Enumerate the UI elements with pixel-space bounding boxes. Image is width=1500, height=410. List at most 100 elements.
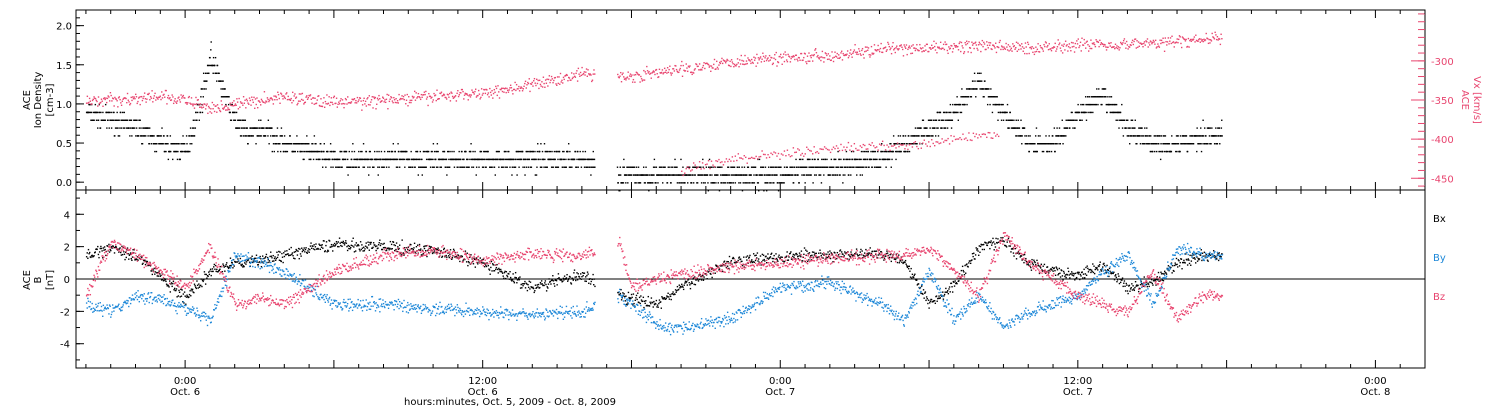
point-vx-1394	[1145, 40, 1147, 42]
point-density-2078	[932, 127, 935, 129]
point-density-2598	[1138, 135, 1141, 137]
point-density-1373	[652, 166, 655, 168]
velocity-tick-label-0: -300	[1431, 57, 1454, 68]
point-density-1250	[581, 158, 584, 161]
point-density-762	[388, 166, 390, 168]
point-vx-340	[338, 103, 341, 105]
point-density-1461	[687, 166, 690, 168]
point-density-2217	[987, 96, 990, 98]
point-vx-530	[480, 96, 482, 99]
point-vx-1086	[916, 44, 918, 46]
point-vx_secondary-71	[786, 149, 789, 151]
point-vx_secondary-144	[895, 147, 897, 149]
point-vx_secondary-149	[902, 143, 905, 146]
point-vx-925	[796, 58, 798, 60]
point-vx-606	[536, 82, 539, 85]
point-bx-94	[144, 259, 146, 261]
point-density-1698	[781, 174, 784, 176]
point-vx-290	[301, 92, 304, 95]
point-density-1657	[765, 174, 767, 176]
point-bx-352	[304, 251, 306, 253]
point-bx-174	[193, 283, 196, 285]
point-bx-209	[215, 270, 217, 273]
point-density-2412	[1065, 135, 1067, 137]
point-vx-683	[594, 73, 596, 75]
point-vx-830	[725, 60, 728, 62]
point-density-2663	[1164, 135, 1167, 137]
point-bx-73	[131, 259, 133, 262]
point-vx-305	[312, 97, 315, 99]
point-vx-525	[476, 95, 478, 97]
point-density-978	[473, 158, 476, 161]
point-vx-1314	[1085, 41, 1088, 43]
point-vx-48	[121, 100, 124, 102]
point-density-711	[368, 174, 370, 176]
point-vx-254	[274, 95, 277, 97]
point-density-1061	[506, 158, 509, 161]
point-vx-434	[408, 101, 411, 104]
point-vx-506	[462, 90, 464, 93]
point-density-2214	[986, 88, 988, 90]
point-density-642	[340, 166, 343, 168]
point-vx-731	[652, 71, 654, 73]
point-vx_secondary-125	[867, 148, 869, 150]
point-bx-110	[154, 273, 156, 275]
point-vx-194	[230, 104, 232, 107]
point-density-9	[89, 103, 91, 106]
point-vx-467	[433, 92, 435, 95]
point-bx-367	[313, 244, 315, 246]
point-density-2093	[938, 111, 940, 114]
point-vx-924	[795, 54, 798, 56]
point-density-618	[331, 150, 333, 153]
point-density-2334	[1034, 143, 1036, 145]
point-density-1270	[589, 158, 592, 161]
point-density-133	[138, 127, 141, 129]
point-density-871	[431, 150, 433, 153]
point-density-957	[465, 166, 468, 168]
point-density-327	[215, 72, 218, 75]
point-bx-359	[308, 251, 310, 254]
point-vx_secondary-128	[871, 142, 873, 144]
point-vx-1237	[1028, 52, 1030, 55]
point-vx-171	[213, 104, 215, 106]
point-density-1527	[714, 174, 716, 176]
point-vx-306	[313, 103, 315, 105]
point-vx_secondary-186	[957, 138, 960, 140]
point-density-2770	[1207, 143, 1209, 145]
point-vx-618	[545, 82, 548, 84]
point-density-2371	[1048, 150, 1051, 153]
point-vx_secondary-112	[847, 141, 850, 144]
point-vx-748	[664, 71, 667, 74]
point-vx-700	[628, 75, 631, 77]
point-vx-698	[627, 71, 629, 73]
point-density-1477	[694, 166, 696, 168]
point-vx-1490	[1216, 36, 1219, 38]
point-vx-431	[406, 93, 408, 96]
point-density-780	[395, 158, 397, 161]
point-vx-441	[413, 90, 416, 93]
point-density-1750	[802, 166, 804, 168]
point-vx-678	[590, 74, 592, 76]
point-vx_secondary-46	[749, 157, 751, 160]
point-vx-1347	[1110, 42, 1112, 44]
point-vx-1228	[1021, 46, 1024, 48]
point-vx-178	[218, 107, 220, 110]
point-density-1726	[792, 182, 795, 184]
point-vx-890	[770, 56, 772, 59]
point-vx-207	[239, 101, 242, 103]
point-density-1200	[562, 150, 564, 153]
point-vx-937	[805, 61, 807, 63]
point-vx_secondary-129	[873, 145, 875, 147]
point-vx-316	[321, 105, 323, 108]
point-vx_secondary-163	[923, 139, 925, 141]
point-density-1743	[799, 166, 802, 168]
point-vx-570	[509, 84, 512, 86]
point-density-365	[230, 119, 233, 121]
point-density-1108	[525, 150, 527, 153]
point-vx-671	[585, 71, 587, 73]
point-density-2660	[1163, 135, 1165, 137]
point-density-1850	[842, 182, 844, 184]
point-vx-817	[716, 60, 718, 63]
point-vx-377	[366, 98, 368, 100]
point-density-75	[115, 119, 118, 121]
